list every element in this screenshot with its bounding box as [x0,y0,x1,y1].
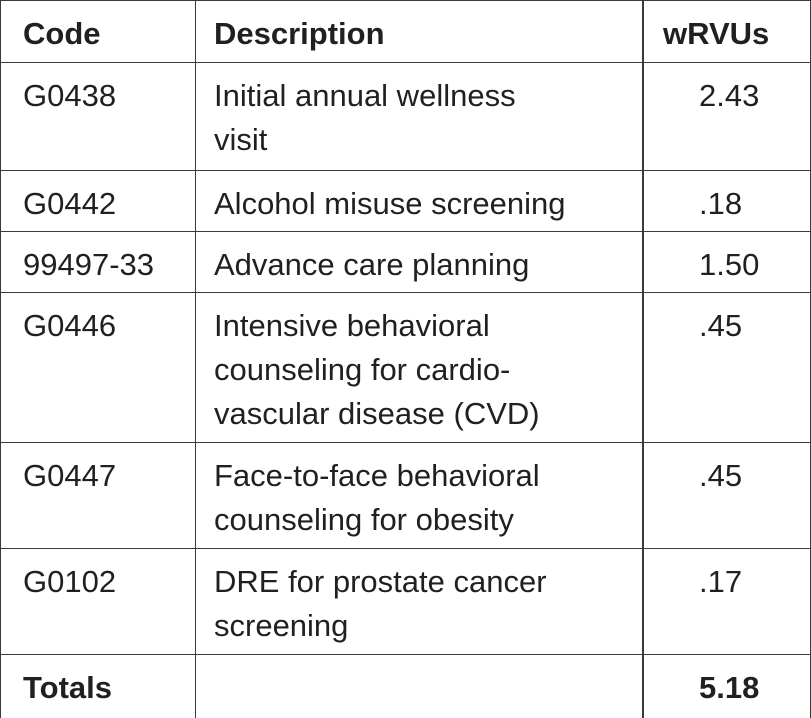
code-cell: G0447 [0,442,196,549]
code-cell: G0102 [0,548,196,655]
description-cell: Initial annual wellness visit [195,62,644,171]
description-cell: Intensive behavioral counseling for cardi… [195,292,644,443]
cell-text: Face-to-face behavioral [214,458,540,493]
totals-value: 5.18 [642,654,811,718]
wrvus-cell: .45 [642,292,811,443]
cell-text: counseling for obesity [214,502,514,537]
cell-text: G0447 [23,458,117,493]
cell-text: .45 [699,458,743,493]
cell-text: screening [214,608,349,643]
cell-text: G0442 [23,186,117,221]
description-cell: Advance care planning [195,231,644,293]
wrvus-cell: 1.50 [642,231,811,293]
cell-text: G0102 [23,564,117,599]
code-cell: 99497-33 [0,231,196,293]
header-cell: Description [195,0,644,63]
cell-text: 2.43 [699,78,760,113]
cell-text: .45 [699,308,743,343]
header-cell: wRVUs [642,0,811,63]
code-cell: G0438 [0,62,196,171]
description-cell: DRE for prostate cancer screening [195,548,644,655]
cell-text: 5.18 [699,670,760,705]
cell-text: Description [214,16,385,51]
wrvus-cell: .18 [642,170,811,232]
totals-label: Totals [0,654,196,718]
cell-text: G0438 [23,78,117,113]
cell-text: Code [23,16,101,51]
code-cell: G0442 [0,170,196,232]
cell-text: Initial annual wellness [214,78,516,113]
cell-text: Advance care planning [214,247,530,282]
wrvus-cell: 2.43 [642,62,811,171]
description-cell: Alcohol misuse screening [195,170,644,232]
cell-text: DRE for prostate cancer [214,564,547,599]
cell-text: vascular disease (CVD) [214,396,540,431]
description-cell: Face-to-face behavioral counseling for ob… [195,442,644,549]
cell-text: Alcohol misuse screening [214,186,566,221]
totals-empty [195,654,644,718]
cell-text: .17 [699,564,743,599]
cell-text: visit [214,122,268,157]
cell-text: counseling for cardio- [214,352,511,387]
cell-text: .18 [699,186,743,221]
cell-text: G0446 [23,308,117,343]
header-cell: Code [0,0,196,63]
wrvus-cell: .17 [642,548,811,655]
cell-text: Intensive behavioral [214,308,490,343]
wrvus-cell: .45 [642,442,811,549]
cell-text: 1.50 [699,247,760,282]
code-cell: G0446 [0,292,196,443]
cell-text: Totals [23,670,112,705]
cell-text: wRVUs [663,16,770,51]
cell-text: 99497-33 [23,247,155,282]
